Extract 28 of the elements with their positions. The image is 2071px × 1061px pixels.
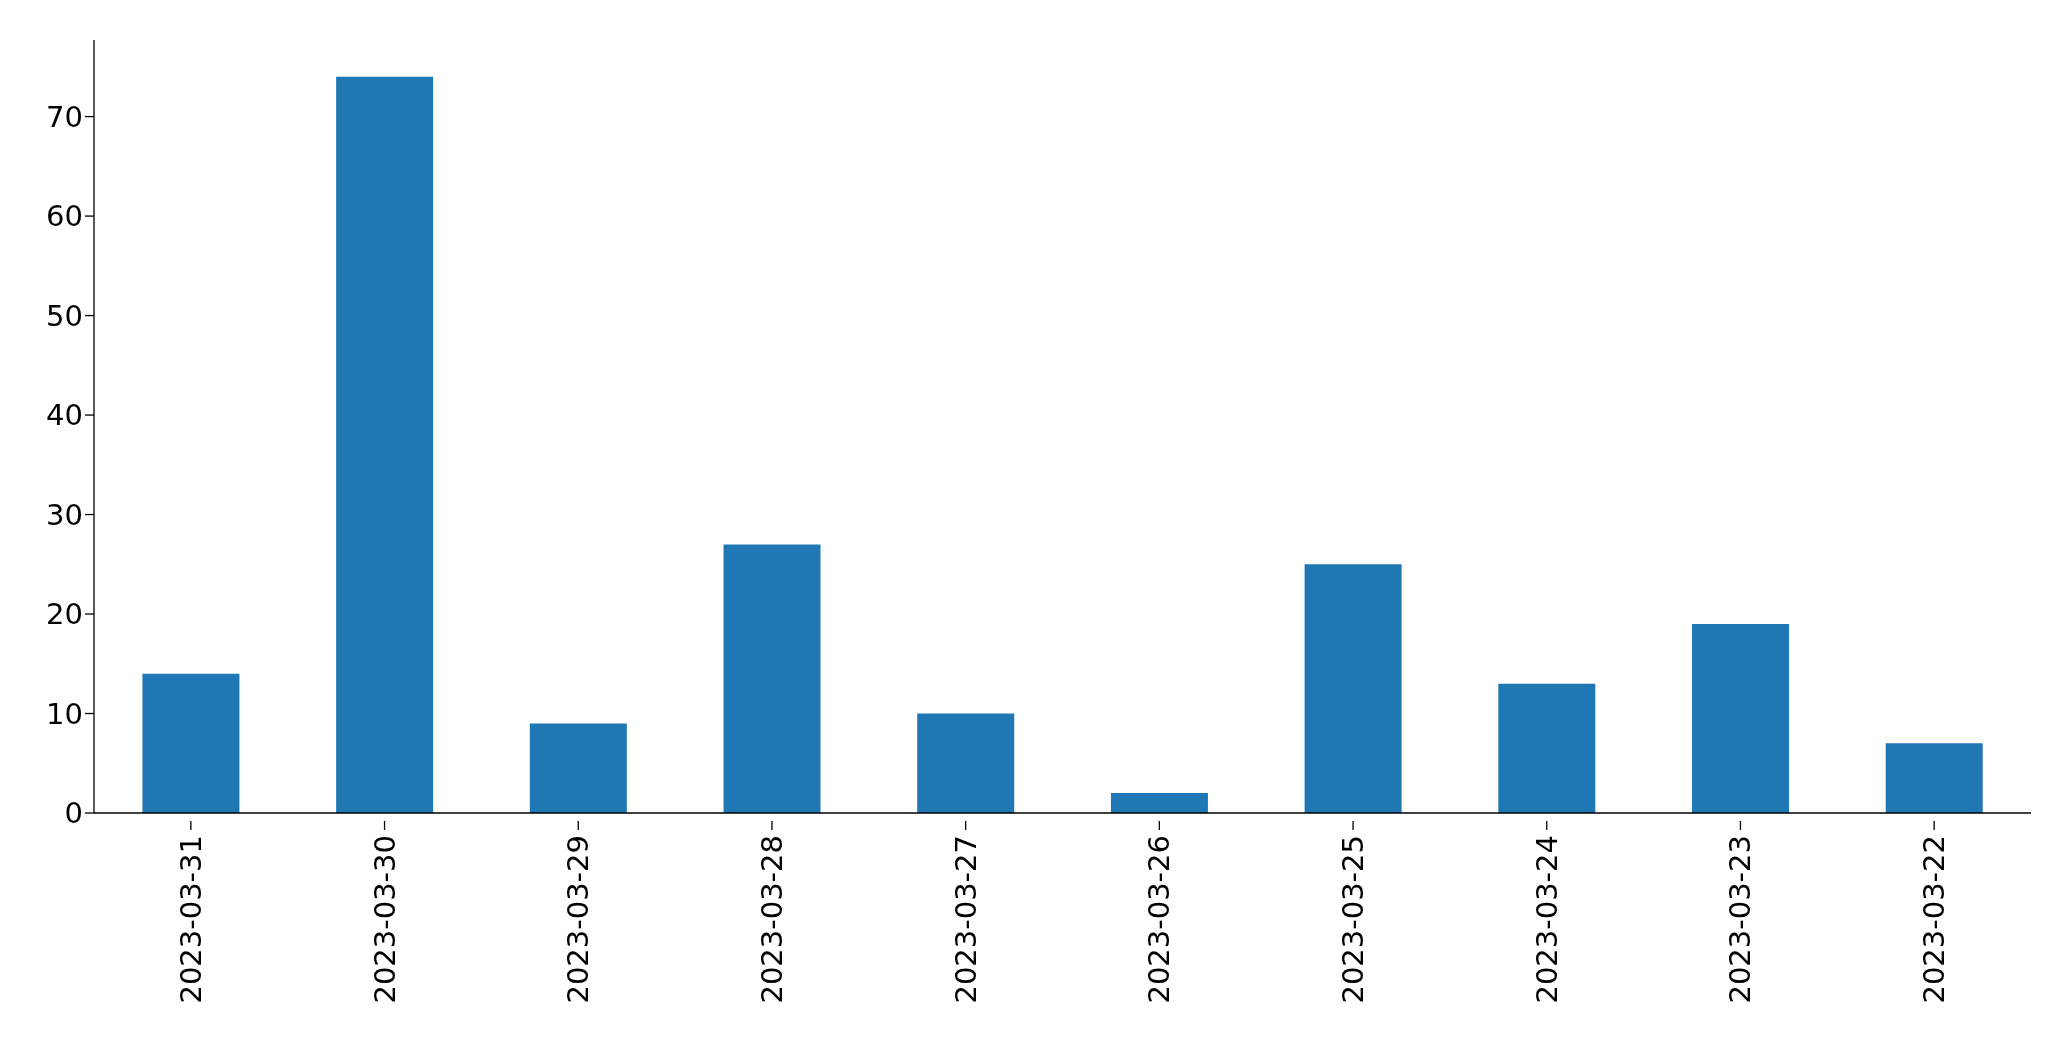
- y-tick-label: 0: [64, 796, 83, 831]
- bar: [917, 713, 1015, 813]
- bar: [1110, 793, 1208, 813]
- x-tick-label: 2023-03-25: [1336, 835, 1371, 1004]
- x-tick-label: 2023-03-30: [367, 835, 402, 1004]
- x-tick-label: 2023-03-23: [1723, 835, 1758, 1004]
- bar: [723, 544, 821, 813]
- x-tick-label: 2023-03-29: [561, 835, 596, 1004]
- bar: [1692, 623, 1790, 813]
- y-tick-label: 50: [46, 298, 83, 333]
- bar: [529, 723, 627, 813]
- y-tick-label: 70: [46, 99, 83, 134]
- bar: [1498, 683, 1596, 813]
- bar: [336, 76, 434, 813]
- bar: [1885, 743, 1983, 813]
- x-tick-label: 2023-03-24: [1529, 835, 1564, 1004]
- x-tick-label: 2023-03-31: [173, 835, 208, 1004]
- y-tick-label: 10: [46, 696, 83, 731]
- x-tick-label: 2023-03-26: [1142, 835, 1177, 1004]
- y-tick-label: 60: [46, 199, 83, 234]
- x-tick-label: 2023-03-27: [948, 835, 983, 1004]
- y-tick-label: 20: [46, 597, 83, 632]
- bar: [142, 673, 240, 813]
- bar: [1304, 564, 1402, 813]
- x-tick-label: 2023-03-28: [754, 835, 789, 1004]
- y-tick-label: 40: [46, 398, 83, 433]
- y-tick-label: 30: [46, 497, 83, 532]
- x-tick-label: 2023-03-22: [1917, 835, 1952, 1004]
